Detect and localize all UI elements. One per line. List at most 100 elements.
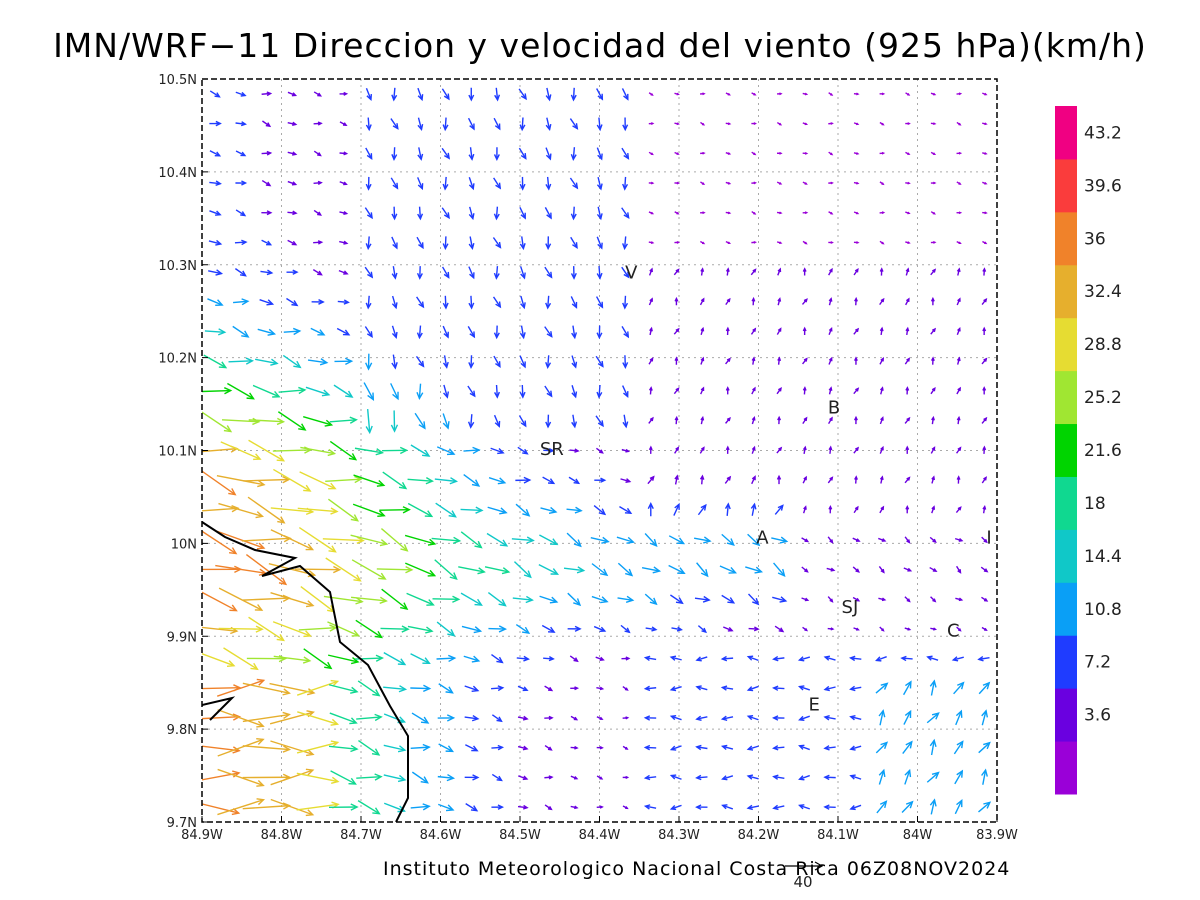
wind-arrow [673,327,680,335]
wind-arrow [879,240,885,245]
wind-arrow [828,356,833,365]
wind-arrow [365,176,372,191]
wind-arrow [956,267,961,276]
colorbar: 3.6 7.2 10.8 14.4 18 21.6 25.2 28.8 32.4 36 39.6 43… [1055,106,1122,795]
wind-arrow [802,505,807,514]
wind-arrow [700,386,705,395]
colorbar-segment [1055,688,1077,742]
wind-arrow [954,769,964,785]
wind-arrow [217,768,265,787]
wind-arrow [725,445,730,454]
wind-arrow [751,445,756,454]
wind-arrow [410,653,431,665]
wind-arrow [595,447,604,454]
wind-arrow [648,357,654,365]
wind-arrow [930,241,937,244]
wind-arrow [980,566,989,573]
wind-arrow [566,532,582,548]
wind-arrow [407,477,435,485]
wind-arrow [209,180,222,186]
wind-arrow [538,564,560,575]
colorbar-segment [1055,317,1077,372]
wind-arrow [823,655,836,661]
wind-arrow [488,625,508,633]
wind-arrow [772,745,785,751]
wind-arrow [287,91,298,97]
lat-tick-label: 10.5N [158,73,197,88]
wind-arrow [751,356,756,365]
wind-arrow [852,566,860,573]
wind-arrow [468,87,475,102]
wind-arrow [515,624,531,634]
wind-arrow [670,594,684,605]
wind-arrow [776,327,782,335]
wind-arrow [202,470,237,496]
wind-arrow [954,537,964,542]
place-labels: V SR B A SJ C E I [540,263,992,716]
wind-arrow [243,476,291,484]
wind-arrow [337,299,350,305]
wind-arrow [978,741,991,754]
wind-arrow [956,565,962,574]
wind-arrow [674,122,680,126]
wind-arrow [391,266,398,280]
wind-arrow [879,475,884,484]
wind-arrow [545,355,552,369]
wind-arrow [596,88,604,101]
wind-arrow [673,387,680,395]
wind-arrow [622,414,629,429]
wind-arrow [545,176,552,191]
wind-arrow [381,588,409,610]
wind-arrow [674,296,679,306]
wind-arrow [432,595,461,603]
wind-arrow [217,798,266,816]
wind-arrow [673,502,680,516]
wind-arrow [596,686,605,691]
wind-arrow [218,587,264,611]
wind-arrow [695,715,708,721]
wind-arrow [298,624,338,632]
wind-arrow [270,740,315,757]
wind-arrow [955,597,964,602]
reference-arrow [785,861,824,871]
wind-arrow [643,804,657,810]
wind-arrow [853,92,860,96]
wind-arrow [746,745,759,751]
wind-arrow [719,565,738,574]
wind-arrow [700,121,706,126]
wind-arrow [296,772,340,784]
wind-arrow [802,626,809,632]
wind-arrow [720,685,734,691]
wind-arrow [801,298,808,305]
wind-arrow [383,744,407,753]
wind-arrow [827,416,833,425]
wind-arrow [511,536,535,544]
wind-arrow [491,685,505,692]
wind-arrow [493,117,501,131]
wind-arrow [391,147,398,161]
wind-arrow [849,685,862,692]
wind-arrow [926,771,940,783]
wind-arrow [956,386,961,395]
wind-arrow [751,211,757,215]
wind-arrow [954,798,963,815]
wind-arrow [350,534,389,547]
wind-arrow [981,357,988,365]
wind-arrow [441,207,450,220]
wind-arrow [977,656,990,662]
wind-arrow [725,152,732,155]
wind-arrow [826,567,836,572]
wind-arrow [905,151,911,155]
wind-arrow [287,180,298,186]
wind-arrow [648,211,655,215]
wind-arrow [544,385,553,398]
wind-arrow [699,446,705,454]
wind-arrow [329,712,358,725]
wind-arrow [216,678,266,697]
wind-arrow [234,268,247,277]
wind-arrow [437,714,456,722]
wind-arrow [930,627,938,631]
wind-arrow [313,209,322,216]
wind-arrow [570,266,577,280]
wind-arrow [325,557,362,582]
